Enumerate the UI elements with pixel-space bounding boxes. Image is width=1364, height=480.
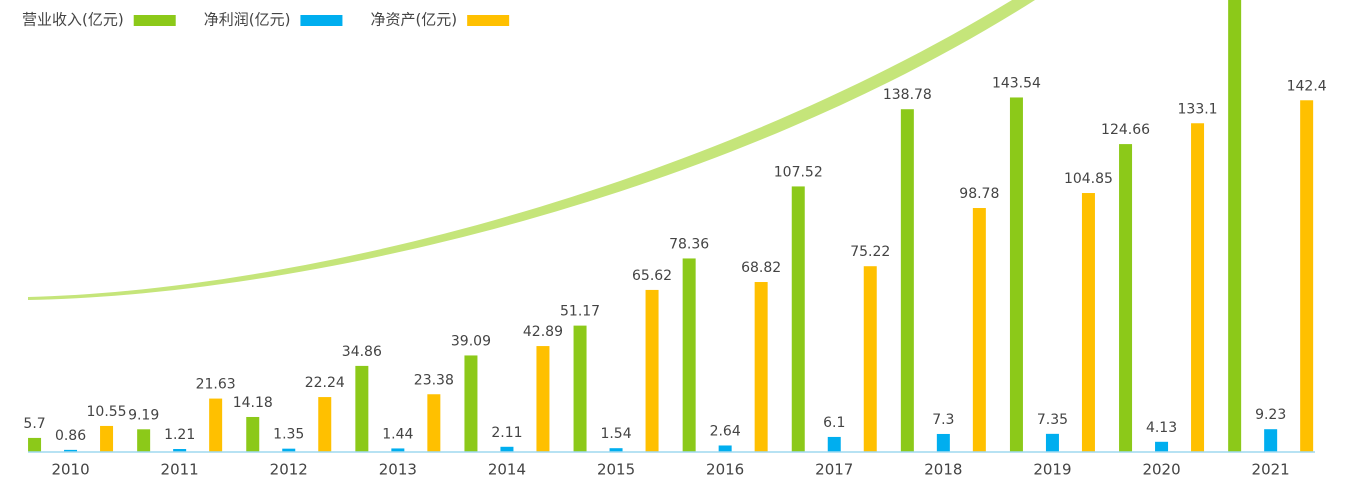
bar: [500, 446, 514, 452]
value-label: 9.19: [128, 407, 159, 423]
legend-label: 净利润(亿元): [204, 11, 291, 29]
legend-swatch: [467, 15, 510, 26]
bar: [1264, 429, 1278, 452]
value-label: 65.62: [632, 268, 672, 284]
value-label: 2.11: [491, 425, 522, 441]
bar: [645, 289, 659, 452]
bar: [137, 429, 151, 452]
bar: [427, 394, 441, 452]
legend-label: 净资产(亿元): [370, 11, 457, 29]
bar: [28, 437, 42, 452]
value-label: 21.63: [196, 377, 236, 393]
bar: [1009, 97, 1023, 452]
value-label: 78.36: [669, 236, 709, 252]
value-label: 1.21: [164, 427, 195, 443]
value-label: 138.78: [883, 87, 932, 103]
value-label: 124.66: [1101, 122, 1150, 138]
bar: [682, 258, 696, 452]
bar: [1155, 441, 1169, 452]
value-label: 39.09: [451, 333, 491, 349]
value-label: 2.64: [710, 423, 741, 439]
value-label: 34.86: [342, 344, 382, 360]
bar: [900, 109, 914, 453]
value-label: 42.89: [523, 324, 563, 340]
x-tick-label: 2021: [1252, 461, 1290, 479]
legend-swatch: [300, 15, 343, 26]
x-tick-label: 2019: [1033, 461, 1071, 479]
value-label: 9.23: [1255, 407, 1286, 423]
value-label: 7.3: [932, 412, 954, 428]
x-tick-label: 2016: [706, 461, 744, 479]
bar: [1081, 193, 1095, 452]
x-tick-label: 2011: [161, 461, 199, 479]
value-label: 98.78: [959, 186, 999, 202]
bar: [791, 186, 805, 453]
x-tick-label: 2020: [1142, 461, 1180, 479]
x-tick-label: 2014: [488, 461, 526, 479]
x-tick-label: 2017: [815, 461, 853, 479]
bar: [863, 266, 877, 452]
value-label: 68.82: [741, 260, 781, 276]
bar: [173, 449, 187, 452]
x-tick-label: 2013: [379, 461, 417, 479]
bar: [1119, 144, 1133, 452]
value-label: 1.54: [600, 426, 631, 442]
x-tick-label: 2012: [270, 461, 308, 479]
legend-swatch: [133, 15, 176, 26]
value-label: 107.52: [774, 164, 823, 180]
bar: [609, 448, 623, 452]
value-label: 0.86: [55, 428, 86, 444]
bar: [64, 449, 78, 452]
bar: [754, 282, 768, 452]
bar: [1191, 123, 1205, 452]
x-tick-label: 2010: [51, 461, 89, 479]
bar: [1228, 0, 1242, 452]
value-label: 133.1: [1178, 101, 1218, 117]
bar: [318, 397, 332, 452]
plot-area: [28, 0, 1314, 453]
value-label: 23.38: [414, 372, 454, 388]
value-label: 51.17: [560, 304, 600, 320]
bar: [718, 445, 732, 452]
value-label: 1.44: [382, 426, 413, 442]
bar: [1045, 433, 1059, 452]
bar: [282, 448, 296, 452]
legend-label: 营业收入(亿元): [22, 11, 124, 29]
x-tick-label: 2018: [924, 461, 962, 479]
x-tick-label: 2015: [597, 461, 635, 479]
value-label: 14.18: [233, 395, 273, 411]
value-label: 6.1: [823, 415, 845, 431]
value-label: 7.35: [1037, 412, 1068, 428]
value-label: 5.7: [23, 416, 45, 432]
bar: [100, 425, 114, 452]
bar: [827, 436, 841, 452]
bar: [464, 355, 478, 452]
value-label: 143.54: [992, 75, 1041, 91]
value-label: 10.55: [87, 404, 127, 420]
bar: [972, 208, 986, 452]
value-label: 22.24: [305, 375, 345, 391]
bar: [355, 365, 369, 452]
value-label: 75.22: [850, 244, 890, 260]
bar: [209, 398, 223, 452]
value-label: 4.13: [1146, 420, 1177, 436]
bar: [936, 433, 950, 452]
bar: [391, 448, 405, 452]
bar: [573, 325, 587, 452]
value-label: 1.35: [273, 427, 304, 443]
value-label: 104.85: [1064, 171, 1113, 187]
bar: [246, 416, 260, 452]
bar: [1300, 100, 1314, 452]
value-label: 142.4: [1287, 78, 1327, 94]
bar: [536, 346, 550, 452]
